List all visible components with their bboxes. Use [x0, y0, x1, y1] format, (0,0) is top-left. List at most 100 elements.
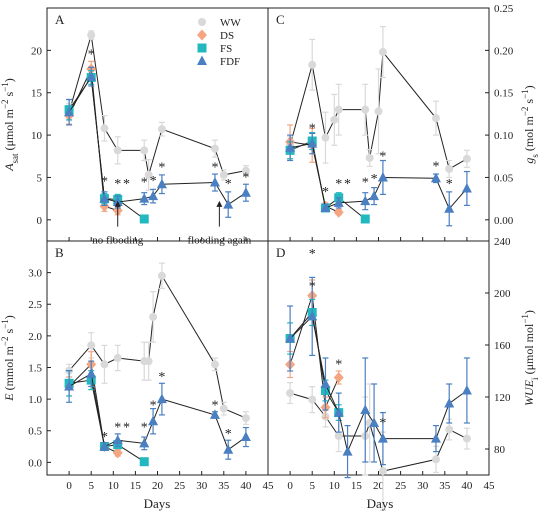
legend-marker-WW	[198, 18, 206, 26]
significance-asterisk: *	[371, 172, 378, 187]
x-tick-label: 20	[373, 480, 385, 492]
data-point-WW	[445, 425, 454, 434]
data-point-WW	[219, 404, 228, 413]
data-point-WW	[431, 114, 440, 123]
y-axis-label-part: s	[522, 99, 536, 107]
data-point-FDF	[99, 193, 110, 203]
data-point-FDF	[360, 404, 371, 414]
significance-asterisk: *	[432, 159, 439, 174]
significance-asterisk: *	[446, 177, 453, 192]
data-point-FDF	[285, 333, 296, 343]
y-axis-label-part: −1	[0, 319, 10, 329]
panel-D: D 80 120 160 200 240 0 5 10 15 20 25 30 35 40 45 WUEi (μ…	[267, 236, 540, 511]
y-tick-label: 0.0	[28, 457, 42, 469]
y-axis-label-part: −2	[0, 336, 10, 346]
legend-marker-FS	[197, 43, 207, 53]
data-point-FDF	[240, 431, 251, 442]
annotation-arrowhead	[114, 200, 121, 207]
y-tick-label: 5	[37, 172, 43, 184]
y-tick-label: 0.15	[494, 88, 514, 100]
data-point-WW	[149, 312, 158, 321]
significance-asterisk: *	[379, 149, 386, 164]
legend-label-FDF: FDF	[220, 56, 240, 68]
y-tick-label: 120	[494, 392, 511, 404]
data-point-FDF	[377, 433, 388, 443]
y-tick-label: 160	[494, 340, 511, 352]
data-point-WW	[330, 115, 339, 124]
x-tick-label: 5	[309, 480, 315, 492]
series-line-FDF	[290, 142, 468, 210]
y-axis-label-part: (mol m	[522, 115, 536, 154]
y-tick-label: 3.0	[28, 268, 42, 280]
y-tick-label: 20	[31, 45, 43, 57]
annotation-arrowhead	[216, 200, 223, 207]
y-axis-label: E (mmol m−2 s−1)	[0, 315, 16, 402]
data-point-FDF	[156, 393, 167, 404]
y-tick-label: 0.05	[494, 172, 514, 184]
significance-asterisk: *	[322, 185, 329, 200]
data-point-WW	[378, 48, 387, 57]
y-axis-label-part: s	[530, 154, 540, 158]
data-point-FDF	[86, 71, 97, 81]
data-point-FDF	[430, 172, 441, 183]
y-axis-label-part: E	[2, 393, 16, 402]
data-point-WW	[308, 395, 317, 404]
x-tick-label: 40	[240, 480, 252, 492]
x-tick-label: 35	[439, 480, 451, 492]
x-tick-label: 20	[152, 480, 164, 492]
data-point-WW	[374, 107, 383, 116]
y-axis-label-part: )	[2, 315, 16, 319]
significance-asterisk: *	[101, 430, 108, 445]
significance-asterisk: *	[158, 370, 165, 385]
data-point-FDF	[444, 203, 455, 213]
data-point-FDF	[285, 142, 296, 152]
y-tick-label: 2.0	[28, 331, 42, 343]
significance-asterisk: *	[362, 176, 369, 191]
significance-asterisk: *	[141, 421, 148, 436]
data-point-FDF	[360, 195, 371, 206]
data-point-WW	[286, 389, 295, 398]
significance-asterisk: *	[335, 358, 342, 373]
y-tick-label: 0.10	[494, 130, 514, 142]
significance-asterisk: *	[242, 170, 249, 185]
data-point-FDF	[139, 437, 150, 448]
data-point-DS	[112, 447, 123, 459]
data-point-WW	[241, 414, 250, 423]
data-point-FDF	[377, 171, 388, 182]
panel-B: B 0.0 0.5 1.0 1.5 2.0 2.5 3.0 0 5 10 15 20 25 30 35 40 45…	[0, 240, 274, 492]
x-tick-label: 10	[329, 480, 341, 492]
y-axis-label: WUEi (μmol mol−1)	[520, 310, 540, 406]
x-tick-label: 10	[108, 480, 120, 492]
significance-asterisk: *	[309, 121, 316, 136]
data-point-FS	[360, 214, 370, 224]
data-point-FDF	[223, 444, 234, 454]
x-tick-label: 35	[218, 480, 230, 492]
data-point-WW	[378, 467, 387, 476]
series-line-WW	[289, 50, 468, 170]
y-axis-label-part: −1	[520, 314, 530, 324]
y-axis-label-part: g	[522, 158, 536, 164]
y-tick-label: 1.0	[28, 394, 42, 406]
significance-asterisk: *	[150, 398, 157, 413]
significance-asterisk: *	[335, 177, 342, 192]
series-line-DS	[68, 363, 118, 454]
series-line-FDF	[68, 75, 247, 206]
y-axis-label-part: )	[522, 85, 536, 89]
panel-frame	[267, 240, 490, 476]
legend-label-FS: FS	[220, 43, 232, 55]
series-line-FDF	[289, 315, 468, 454]
data-point-FDF	[223, 199, 234, 209]
significance-asterisk: *	[309, 247, 316, 262]
y-tick-label: 80	[494, 444, 506, 456]
panel-letter: D	[276, 245, 285, 260]
y-tick-label: 15	[31, 88, 43, 100]
significance-asterisk: *	[211, 160, 218, 175]
data-point-FDF	[369, 190, 380, 201]
data-point-WW	[113, 354, 122, 362]
y-axis-label-part: (mmol m	[2, 345, 16, 393]
y-axis-label-part: −1	[520, 89, 530, 99]
x-tick-label: 15	[130, 480, 142, 492]
y-tick-label: 10	[31, 130, 43, 142]
